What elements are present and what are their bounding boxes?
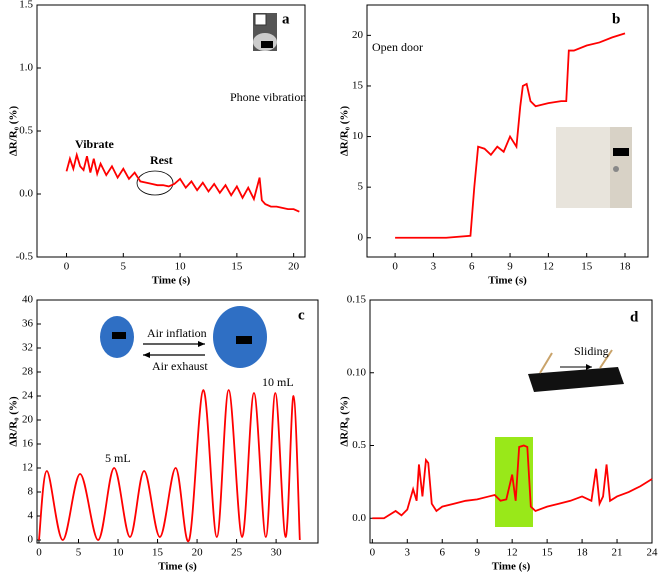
x-tick-label: 5: [76, 547, 82, 559]
y-tick-label: 1.0: [19, 62, 33, 74]
annotation: Air exhaust: [152, 359, 208, 373]
x-tick-label: 12: [507, 547, 518, 559]
y-tick-label: 0.5: [352, 439, 366, 451]
x-tick-label: 20: [192, 547, 204, 559]
x-tick-label: 18: [620, 261, 632, 273]
x-tick-label: 5: [121, 261, 127, 273]
annotation: 10 mL: [262, 375, 294, 389]
annotation: Sliding: [574, 344, 609, 358]
y-tick-label: 1.5: [19, 0, 33, 11]
y-axis-label: ΔR/R₀ (%): [8, 396, 20, 447]
y-tick-label: 12: [22, 462, 33, 474]
x-axis-label: Time (s): [492, 561, 531, 573]
y-tick-label: 15: [352, 79, 364, 91]
balloons: [100, 306, 267, 368]
y-tick-label: -0.5: [16, 251, 34, 263]
x-tick-label: 12: [543, 261, 554, 273]
x-tick-label: 18: [577, 547, 589, 559]
x-tick-label: 24: [647, 547, 659, 559]
y-tick-label: 36: [22, 318, 34, 330]
y-tick-label: 0.15: [347, 294, 367, 306]
x-axis-label: Time (s): [158, 561, 197, 573]
plot-frame: [369, 299, 653, 544]
y-tick-label: 0: [28, 534, 34, 546]
x-tick-label: 3: [405, 547, 411, 559]
x-axis-label: Time (s): [488, 275, 527, 287]
x-tick-label: 25: [231, 547, 243, 559]
rest-ellipse: [136, 170, 174, 196]
x-tick-label: 21: [612, 547, 623, 559]
data-line: [38, 389, 301, 543]
y-tick-label: 0.10: [347, 366, 367, 378]
x-tick-label: 3: [431, 261, 437, 273]
x-tick-label: 20: [288, 261, 300, 273]
data-line: [65, 151, 300, 213]
plot-frame: [36, 299, 319, 544]
data-line: [372, 444, 653, 520]
y-axis-label: ΔR/R₀ (%): [339, 396, 351, 447]
panel-letter: b: [612, 11, 620, 27]
sliding-device: [528, 349, 624, 392]
y-tick-label: 5: [358, 181, 364, 193]
y-tick-label: 0.0: [352, 512, 366, 524]
x-tick-label: 9: [474, 547, 480, 559]
x-tick-label: 9: [507, 261, 513, 273]
x-tick-label: 6: [469, 261, 475, 273]
y-tick-label: 8: [28, 486, 34, 498]
x-tick-label: 15: [152, 547, 164, 559]
x-tick-label: 10: [113, 547, 125, 559]
y-tick-label: 24: [22, 390, 34, 402]
y-tick-label: 20: [352, 29, 364, 41]
x-tick-label: 0: [64, 261, 70, 273]
x-tick-label: 15: [231, 261, 243, 273]
x-tick-label: 30: [271, 547, 283, 559]
phone-photo: [253, 13, 277, 51]
annotation: Air inflation: [147, 326, 207, 340]
annotation: Rest: [150, 153, 173, 167]
x-tick-label: 0: [36, 547, 42, 559]
y-axis-label: ΔR/R₀ (%): [339, 106, 351, 157]
door-photo: [556, 127, 632, 208]
annotation: Open door: [372, 40, 423, 54]
x-axis-label: Time (s): [152, 275, 191, 287]
y-tick-label: 32: [22, 342, 33, 354]
panel-letter: a: [282, 11, 290, 27]
y-tick-label: 0.0: [19, 188, 33, 200]
x-tick-label: 10: [175, 261, 187, 273]
y-axis-label: ΔR/R₀ (%): [8, 106, 20, 157]
data-line: [395, 32, 626, 239]
x-tick-label: 15: [542, 547, 554, 559]
annotation: 5 mL: [105, 451, 131, 465]
x-tick-label: 15: [581, 261, 593, 273]
annotation: Phone vibration: [230, 90, 306, 104]
y-tick-label: 28: [22, 366, 34, 378]
y-tick-label: 20: [22, 414, 34, 426]
y-tick-label: 40: [22, 294, 34, 306]
y-tick-label: 0.5: [19, 125, 33, 137]
x-tick-label: 0: [392, 261, 398, 273]
panel-letter: c: [298, 307, 305, 323]
y-tick-label: 16: [22, 438, 34, 450]
panel-letter: d: [630, 309, 639, 325]
y-tick-label: 0: [358, 231, 364, 243]
plot-frame: [366, 4, 649, 258]
x-tick-label: 0: [370, 547, 376, 559]
y-tick-label: 10: [352, 130, 364, 142]
x-tick-label: 6: [439, 547, 445, 559]
annotation: Vibrate: [75, 137, 115, 151]
y-tick-label: 4: [28, 510, 34, 522]
